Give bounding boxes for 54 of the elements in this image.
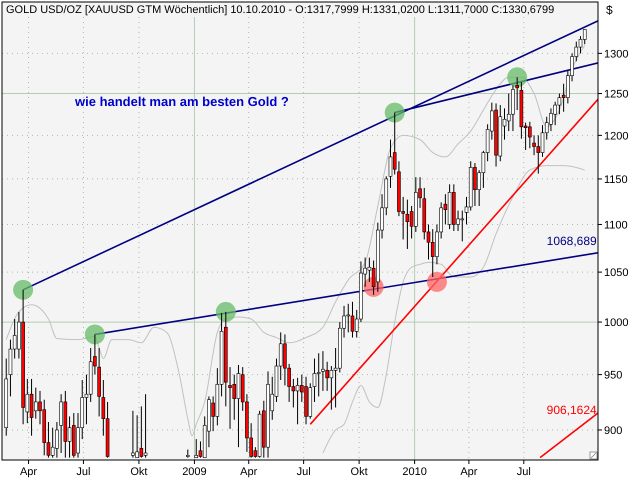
point — [13, 280, 34, 300]
candlestick — [350, 301, 354, 338]
candlestick — [346, 303, 350, 333]
y-tick-label: 1050 — [604, 267, 628, 280]
candlestick — [558, 93, 562, 115]
candlestick — [536, 134, 540, 174]
x-tick-label: Jul — [516, 466, 531, 478]
point — [84, 324, 105, 344]
x-tick-label: Apr — [240, 466, 258, 478]
point — [216, 302, 236, 322]
point — [507, 67, 528, 88]
point — [426, 272, 447, 292]
candlestick — [296, 377, 300, 425]
x-tick-label: Apr — [460, 466, 478, 478]
annotation: 906,1624 — [546, 402, 598, 417]
annotation: 1068,689 — [546, 234, 598, 248]
candlestick — [34, 387, 38, 420]
candlestick — [582, 28, 587, 45]
x-tick-label: Apr — [20, 466, 38, 478]
candlestick — [528, 121, 532, 149]
y-tick-label: 1150 — [604, 174, 628, 186]
candlestick — [140, 406, 144, 458]
y-tick-label: 1100 — [604, 219, 628, 232]
chart-title: GOLD USD/OZ [XAUUSD GTM Wöchentlich] 10.10.2010 - O:1317,7999 H:1331,0200 L:1311,7000 C:1330,6799 — [6, 4, 554, 16]
candlestick — [392, 112, 397, 175]
candlestick — [460, 210, 464, 242]
candlestick — [316, 352, 320, 397]
candlestick — [553, 101, 557, 126]
x-tick-label: Jul — [76, 466, 90, 478]
candlestick — [406, 199, 410, 250]
x-tick-label: 2010 — [402, 466, 427, 478]
point — [384, 102, 405, 123]
candlestick — [515, 76, 519, 111]
candlestick — [232, 374, 236, 420]
y-tick-label: 1200 — [604, 130, 628, 142]
y-tick-label: 900 — [604, 424, 622, 437]
candlestick — [321, 350, 325, 392]
y-tick-label: 1300 — [604, 48, 628, 60]
annotation: wie handelt man am besten Gold ? — [74, 94, 289, 109]
candlestick — [430, 228, 435, 278]
candlestick — [473, 162, 477, 207]
x-tick-label: Okt — [130, 466, 148, 478]
candlestick — [59, 394, 63, 454]
candlestick — [325, 361, 329, 392]
candlestick — [330, 366, 334, 410]
candlestick — [506, 93, 511, 132]
candlestick — [30, 378, 34, 436]
x-tick-label: Jul — [296, 466, 311, 478]
x-tick-label: Okt — [350, 466, 368, 478]
y-axis-title: $ — [606, 3, 613, 17]
y-tick-label: 1250 — [604, 88, 628, 101]
y-tick-label: 950 — [604, 370, 622, 382]
x-tick-label: 2009 — [182, 466, 207, 478]
y-tick-label: 1000 — [604, 317, 628, 330]
